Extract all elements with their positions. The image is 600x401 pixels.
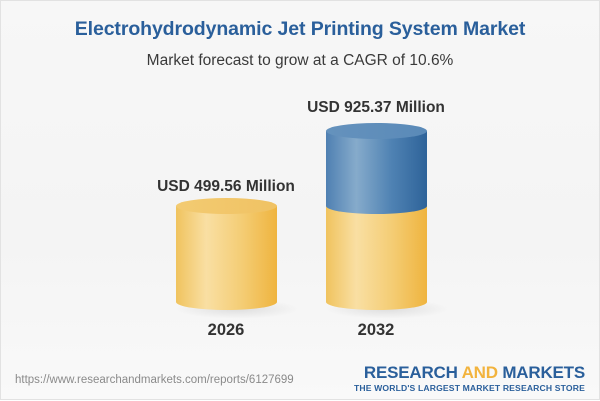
bar-2032 [325,123,449,319]
bar-2026 [175,198,299,319]
value-label-2026: USD 499.56 Million [157,178,295,195]
value-label-2032: USD 925.37 Million [307,99,445,116]
brand-name: RESEARCH AND MARKETS [354,364,585,382]
chart-title: Electrohydrodynamic Jet Printing System … [74,18,526,40]
brand-research: RESEARCH [363,363,462,382]
brand-and: AND [461,363,498,382]
year-label-2032: 2032 [357,321,395,339]
year-label-2026: 2026 [207,321,245,339]
brand-tagline: THE WORLD'S LARGEST MARKET RESEARCH STOR… [353,383,585,393]
brand-logo[interactable]: RESEARCH AND MARKETS THE WORLD'S LARGEST… [354,364,585,394]
chart-subtitle: Market forecast to grow at a CAGR of 10.… [146,52,454,69]
brand-markets: MARKETS [497,363,585,382]
source-url[interactable]: https://www.researchandmarkets.com/repor… [15,374,294,386]
